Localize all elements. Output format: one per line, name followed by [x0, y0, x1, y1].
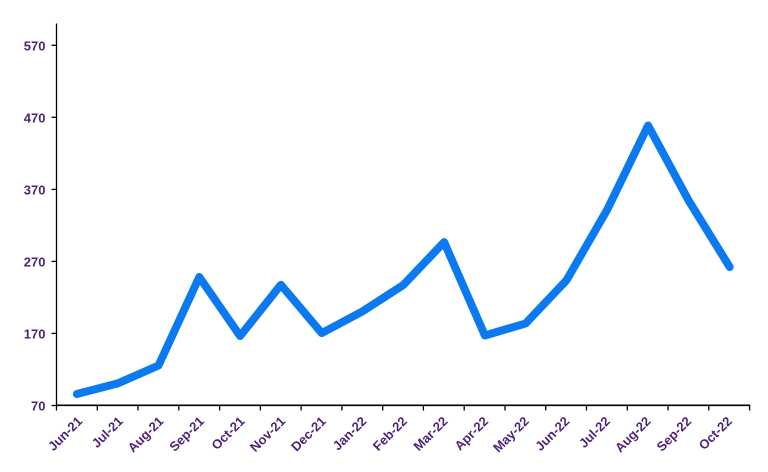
svg-text:Oct-21: Oct-21: [208, 414, 247, 453]
svg-text:Aug-21: Aug-21: [125, 414, 167, 456]
svg-text:370: 370: [24, 183, 46, 198]
svg-text:Dec-21: Dec-21: [288, 414, 329, 455]
svg-text:Jun-21: Jun-21: [45, 414, 85, 454]
svg-text:May-22: May-22: [490, 414, 532, 456]
svg-text:170: 170: [24, 327, 46, 342]
svg-text:Jul-22: Jul-22: [576, 414, 613, 451]
svg-text:Sep-22: Sep-22: [653, 414, 694, 455]
svg-text:Nov-21: Nov-21: [247, 414, 288, 455]
svg-text:Aug-22: Aug-22: [612, 414, 654, 456]
svg-text:Jan-22: Jan-22: [330, 414, 370, 454]
svg-text:Sep-21: Sep-21: [166, 414, 207, 455]
svg-text:Jul-21: Jul-21: [89, 414, 126, 451]
svg-text:Mar-22: Mar-22: [410, 414, 450, 454]
svg-text:570: 570: [24, 39, 46, 54]
svg-text:Feb-22: Feb-22: [370, 414, 410, 454]
svg-text:Oct-22: Oct-22: [696, 414, 735, 453]
svg-text:270: 270: [24, 255, 46, 270]
svg-text:470: 470: [24, 111, 46, 126]
svg-text:Jun-22: Jun-22: [532, 414, 572, 454]
svg-text:Apr-22: Apr-22: [451, 414, 491, 454]
svg-text:70: 70: [31, 399, 45, 414]
